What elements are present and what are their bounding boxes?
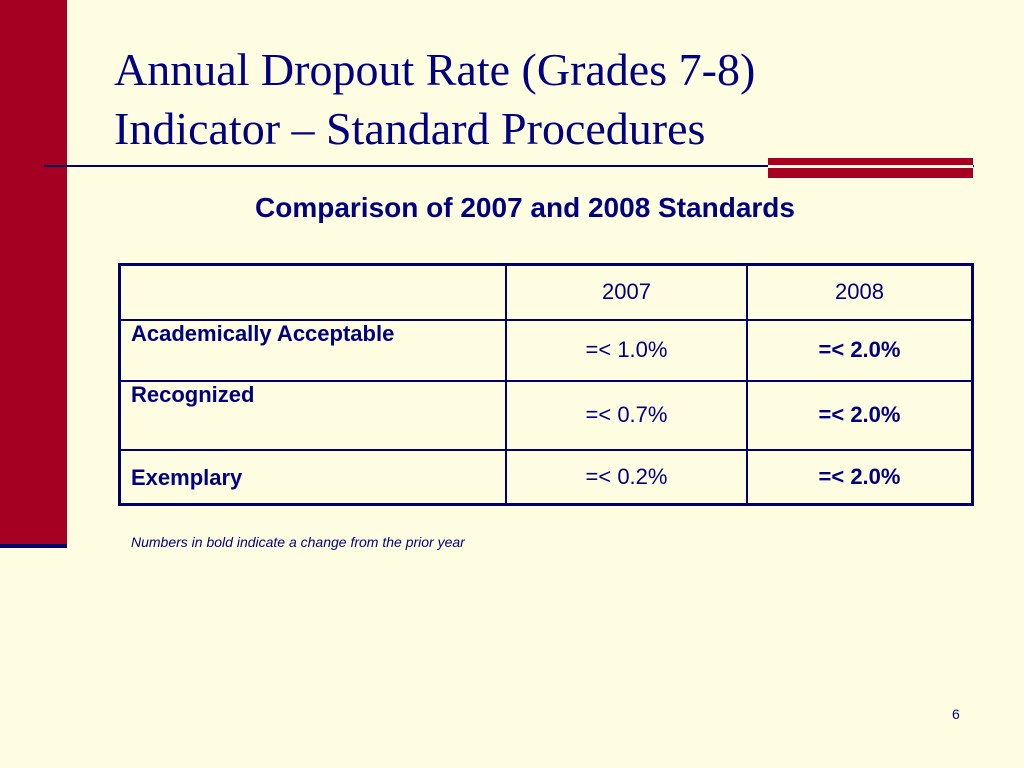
- row-label: Academically Acceptable: [118, 318, 507, 382]
- value-2008: =< 2.0%: [746, 448, 974, 506]
- value-2008: =< 2.0%: [746, 318, 974, 382]
- title-divider-accent: [768, 158, 973, 178]
- standards-table: 2007 2008 Academically Acceptable =< 1.0…: [118, 263, 974, 506]
- left-accent-underline: [0, 544, 67, 548]
- table-header-row: 2007 2008: [118, 263, 974, 321]
- value-2007: =< 0.7%: [505, 379, 748, 451]
- page-number: 6: [952, 706, 960, 722]
- table-row: Exemplary =< 0.2% =< 2.0%: [118, 448, 974, 506]
- title-divider-line: [44, 165, 974, 167]
- table-row: Academically Acceptable =< 1.0% =< 2.0%: [118, 318, 974, 382]
- table-row: Recognized =< 0.7% =< 2.0%: [118, 379, 974, 451]
- table-footnote: Numbers in bold indicate a change from t…: [131, 534, 465, 550]
- value-2007: =< 1.0%: [505, 318, 748, 382]
- header-cell-2008: 2008: [746, 263, 974, 321]
- slide-subtitle: Comparison of 2007 and 2008 Standards: [255, 192, 795, 223]
- slide-title: Annual Dropout Rate (Grades 7-8) Indicat…: [114, 40, 755, 158]
- row-label: Exemplary: [118, 448, 507, 506]
- slide-title-line-1: Annual Dropout Rate (Grades 7-8): [114, 44, 756, 95]
- value-2007: =< 0.2%: [505, 448, 748, 506]
- value-2008: =< 2.0%: [746, 379, 974, 451]
- header-cell-2007: 2007: [505, 263, 748, 321]
- row-label: Recognized: [118, 379, 507, 451]
- header-cell-blank: [118, 263, 507, 321]
- slide-title-line-2: Indicator – Standard Procedures: [114, 103, 706, 154]
- left-accent-bar: [0, 0, 67, 546]
